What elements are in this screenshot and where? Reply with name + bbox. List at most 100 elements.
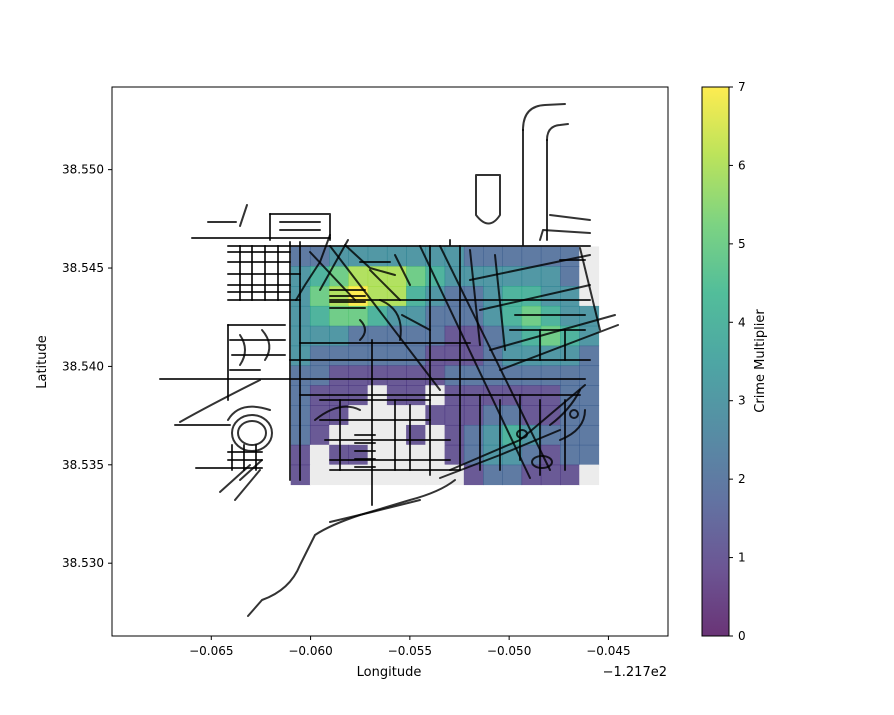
heatmap-cell xyxy=(444,305,465,327)
heatmap-cell xyxy=(386,365,407,386)
heatmap-cell xyxy=(463,424,484,446)
heatmap-cell xyxy=(348,345,369,367)
heatmap-cell xyxy=(309,325,330,347)
plot-area xyxy=(111,86,669,637)
heatmap-cell xyxy=(560,345,580,367)
heatmap-cell xyxy=(329,345,350,367)
y-tick-label: 38.535 xyxy=(62,458,104,472)
heatmap-cell xyxy=(560,305,580,327)
x-tick-label: −0.055 xyxy=(388,644,432,658)
heatmap-cell xyxy=(463,464,484,486)
axes-frame xyxy=(111,86,669,637)
heatmap-cell xyxy=(502,405,523,426)
heatmap-cell xyxy=(444,424,465,446)
colorbar: 0 1 2 3 4 5 6 7 Crime Multiplier xyxy=(701,80,768,643)
x-axis-label: Longitude xyxy=(357,665,422,680)
heatmap-cell xyxy=(444,246,465,267)
heatmap-cell xyxy=(367,286,388,307)
heatmap-cell xyxy=(579,345,600,367)
heatmap-cell xyxy=(579,464,600,486)
heatmap-cell xyxy=(579,266,600,287)
heatmap-cell xyxy=(329,266,350,287)
heatmap-cell xyxy=(329,325,350,347)
heatmap-cell xyxy=(309,464,330,486)
heatmap-cell xyxy=(367,405,388,426)
heatmap-cell xyxy=(386,305,407,327)
heatmap-cell xyxy=(367,365,388,386)
heatmap-cell xyxy=(348,266,369,287)
heatmap-cell xyxy=(521,266,542,287)
heatmap-cell xyxy=(406,365,426,386)
heatmap-cell xyxy=(579,385,600,406)
heatmap-cell xyxy=(425,305,446,327)
heatmap-cell xyxy=(386,444,407,466)
x-tick-label: −0.050 xyxy=(487,644,531,658)
heatmap-cell xyxy=(367,246,388,267)
x-axis-ticks: −0.065 −0.060 −0.055 −0.050 −0.045 xyxy=(189,636,631,658)
y-axis-label: Latitude xyxy=(35,335,50,389)
colorbar-tick-label: 5 xyxy=(738,237,746,251)
road-network xyxy=(159,103,619,617)
heatmap-cell xyxy=(444,365,465,386)
heatmap-cell xyxy=(309,424,330,446)
heatmap-cell xyxy=(425,444,446,466)
heatmap-cell xyxy=(540,464,561,486)
colorbar-tick-label: 3 xyxy=(738,394,746,408)
colorbar-tick-label: 7 xyxy=(738,80,746,94)
heatmap-cell xyxy=(560,246,580,267)
colorbar-label: Crime Multiplier xyxy=(753,309,768,413)
colorbar-frame xyxy=(701,86,730,637)
heatmap-cell xyxy=(502,246,523,267)
heatmap-cell xyxy=(483,464,503,486)
x-tick-label: −0.060 xyxy=(288,644,332,658)
heatmap-cell xyxy=(540,305,561,327)
colorbar-tick-label: 0 xyxy=(738,629,746,643)
heatmap-cell xyxy=(521,444,542,466)
x-tick-label: −0.065 xyxy=(189,644,233,658)
heatmap-cell xyxy=(560,464,580,486)
heatmap-cell xyxy=(521,405,542,426)
heatmap-cell xyxy=(425,345,446,367)
heatmap-cell xyxy=(386,266,407,287)
heatmap-cell xyxy=(560,365,580,386)
y-tick-label: 38.550 xyxy=(62,163,104,177)
heatmap-cell xyxy=(386,345,407,367)
heatmap-cell xyxy=(406,305,426,327)
heatmap-cell xyxy=(309,444,330,466)
heatmap-cell xyxy=(425,424,446,446)
heatmap-cell xyxy=(483,305,503,327)
heatmap-cell xyxy=(560,444,580,466)
heatmap-cell xyxy=(329,365,350,386)
heatmap-cell xyxy=(309,286,330,307)
heatmap-cell xyxy=(444,405,465,426)
y-tick-label: 38.530 xyxy=(62,556,104,570)
heatmap-cell xyxy=(579,286,600,307)
heatmap-cell xyxy=(483,365,503,386)
heatmap-cell xyxy=(463,405,484,426)
heatmap-cell xyxy=(579,444,600,466)
heatmap-cell xyxy=(406,266,426,287)
heatmap-cell xyxy=(463,345,484,367)
heatmap-cell xyxy=(386,464,407,486)
colorbar-tick-label: 4 xyxy=(738,315,746,329)
heatmap-cell xyxy=(367,305,388,327)
heatmap-cell xyxy=(521,246,542,267)
heatmap-cell xyxy=(463,444,484,466)
heatmap-cell xyxy=(348,444,369,466)
heatmap-cell xyxy=(425,286,446,307)
x-axis-offset-label: −1.217e2 xyxy=(603,665,667,680)
heatmap-cell xyxy=(309,365,330,386)
heatmap-cell xyxy=(579,424,600,446)
heatmap-cell xyxy=(502,305,523,327)
heatmap-cell xyxy=(540,365,561,386)
heatmap-cell xyxy=(444,444,465,466)
colorbar-tick-label: 2 xyxy=(738,472,746,486)
heatmap-cell xyxy=(367,444,388,466)
heatmap-cell xyxy=(329,305,350,327)
heatmap-cell xyxy=(521,305,542,327)
heatmap-cell xyxy=(483,325,503,347)
heatmap-cell xyxy=(521,286,542,307)
x-tick-label: −0.045 xyxy=(586,644,630,658)
colorbar-tick-label: 1 xyxy=(738,551,746,565)
